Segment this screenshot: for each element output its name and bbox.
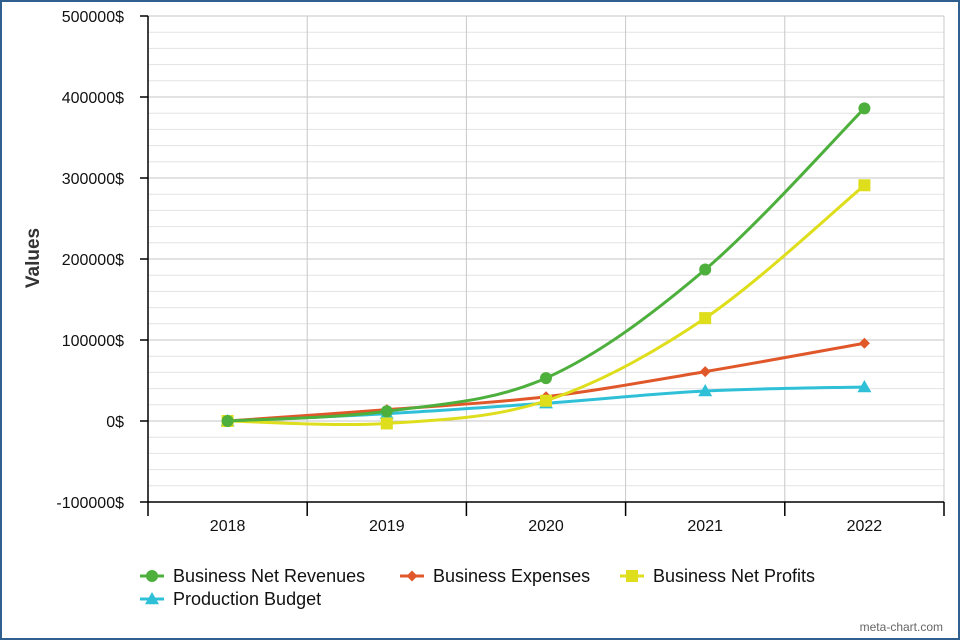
x-tick-label: 2018 <box>210 518 246 535</box>
axes <box>140 15 945 516</box>
grid <box>148 15 945 503</box>
data-point <box>221 415 234 427</box>
x-tick-label: 2022 <box>847 518 883 535</box>
legend-marker <box>146 570 158 582</box>
data-point <box>858 337 870 349</box>
y-tick-label: 400000$ <box>62 90 124 107</box>
y-tick-labels: -100000$ 0$ 100000$ 200000$ 300000$ 400000$ 50… <box>56 9 124 512</box>
x-tick-label: 2020 <box>528 518 564 535</box>
data-point <box>699 312 712 325</box>
x-tick-label: 2019 <box>369 518 405 535</box>
data-point <box>699 263 712 276</box>
legend-label: Business Net Profits <box>653 566 815 586</box>
data-point <box>858 179 871 192</box>
credit-text: meta-chart.com <box>860 620 943 634</box>
legend-label: Business Expenses <box>433 566 590 586</box>
legend-label: Business Net Revenues <box>173 566 365 586</box>
legend-marker <box>626 570 638 582</box>
legend-marker <box>145 592 159 605</box>
legend-label: Production Budget <box>173 589 321 609</box>
y-tick-label: 300000$ <box>62 171 124 188</box>
y-axis-title: Values <box>23 228 44 288</box>
data-point <box>698 384 713 397</box>
y-tick-label: 500000$ <box>62 9 124 26</box>
y-tick-label: -100000$ <box>56 495 124 512</box>
series-group <box>220 102 872 430</box>
series-line-0 <box>227 107 866 423</box>
data-point <box>699 366 711 378</box>
data-point <box>380 417 393 430</box>
legend: Business Net Revenues Business Expenses Bu… <box>140 566 815 609</box>
data-point <box>540 394 552 407</box>
data-point <box>857 379 872 393</box>
y-tick-label: 100000$ <box>62 333 124 350</box>
data-point <box>380 405 393 418</box>
y-tick-label: 0$ <box>106 414 124 431</box>
x-tick-label: 2021 <box>687 518 723 535</box>
y-tick-label: 200000$ <box>62 252 124 269</box>
legend-marker <box>406 570 418 582</box>
data-point <box>858 102 871 115</box>
data-point <box>540 372 552 385</box>
x-tick-labels: 2018 2019 2020 2021 2022 <box>210 518 882 535</box>
